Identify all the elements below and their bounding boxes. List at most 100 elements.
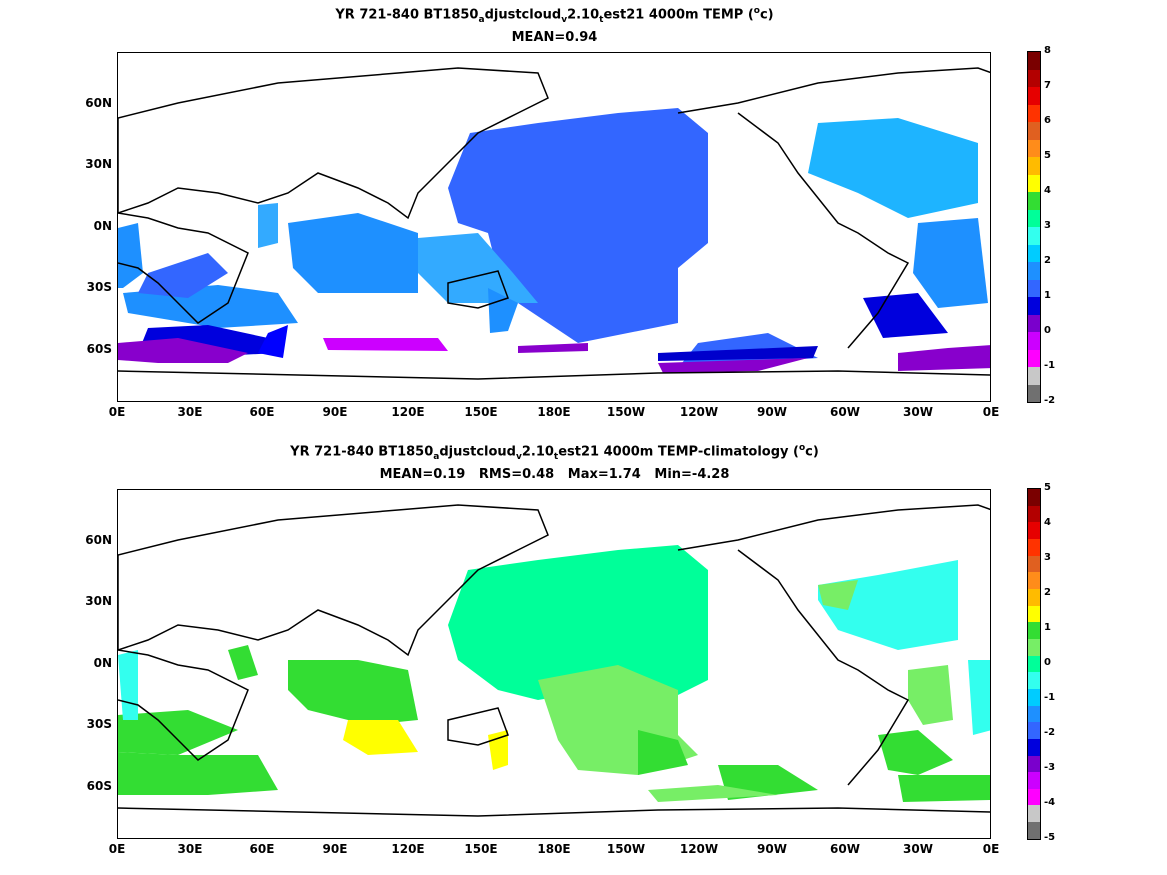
colorbar-swatch [1028,805,1040,823]
lon-label: 30E [177,405,203,419]
colorbar-label: 3 [1044,220,1051,231]
colorbar-swatch [1028,588,1040,606]
colorbar-swatch [1028,157,1040,175]
colorbar-swatch [1028,87,1040,105]
colorbar-swatch [1028,227,1040,245]
map-canvas [117,52,991,402]
colorbar-swatch [1028,505,1040,523]
colorbar-label: 6 [1044,115,1051,126]
colorbar-swatch [1028,52,1040,70]
lon-label: 0E [982,405,1000,419]
panel-stats: MEAN=0.19 RMS=0.48 Max=1.74 Min=-4.28 [379,467,730,482]
colorbar-swatch [1028,174,1040,192]
lon-label: 150W [606,405,646,419]
lat-label: 60N [85,533,112,547]
colorbar-swatch [1028,139,1040,157]
lon-label: 30W [903,842,933,856]
colorbar-label: 0 [1044,325,1051,336]
lon-label: 180E [537,405,571,419]
colorbar-swatch [1028,538,1040,556]
colorbar-swatch [1028,297,1040,315]
colorbar-swatch [1028,279,1040,297]
lon-label: 120E [391,842,425,856]
lat-label: 60S [86,342,112,356]
colorbar-swatch [1028,209,1040,227]
lat-label: 0N [93,656,112,670]
colorbar-swatch [1028,244,1040,262]
colorbar-swatch [1028,688,1040,706]
lon-label: 120E [391,405,425,419]
map-canvas [117,489,991,839]
colorbar-swatch [1028,788,1040,806]
colorbar-swatch [1028,522,1040,539]
colorbar-swatch [1028,122,1040,140]
colorbar-label: 2 [1044,587,1051,598]
colorbar-label: 1 [1044,290,1051,301]
colorbar-label: -2 [1044,727,1056,738]
lon-label: 30W [903,405,933,419]
colorbar-label: 3 [1044,552,1051,563]
lon-label: 60E [249,842,275,856]
colorbar-swatch [1028,722,1040,739]
colorbar-label: -1 [1044,692,1056,703]
colorbar-swatch [1028,822,1040,839]
colorbar-swatch [1028,655,1040,673]
colorbar-label: 2 [1044,255,1051,266]
panel-title: YR 721-840 BT1850adjustcloudv2.10test21 … [290,443,819,462]
colorbar-label: 4 [1044,185,1051,196]
lon-label: 90E [322,842,348,856]
colorbar-swatch [1028,69,1040,87]
colorbar-swatch [1028,605,1040,623]
lon-label: 0E [982,842,1000,856]
colorbar-label: -3 [1044,762,1056,773]
colorbar-swatch [1028,367,1040,385]
lat-label: 60N [85,96,112,110]
colorbar-swatch [1028,672,1040,689]
colorbar-label: 8 [1044,45,1051,56]
lon-label: 90E [322,405,348,419]
colorbar-label: -1 [1044,360,1056,371]
colorbar-label: 5 [1044,150,1051,161]
colorbar-swatch [1028,489,1040,506]
colorbar-swatch [1028,314,1040,332]
colorbar [1027,488,1041,840]
panel-title: YR 721-840 BT1850adjustcloudv2.10test21 … [335,6,774,25]
lon-label: 0E [108,842,126,856]
colorbar-label: 5 [1044,482,1051,493]
colorbar-swatch [1028,638,1040,656]
lon-label: 60E [249,405,275,419]
colorbar-label: -4 [1044,797,1056,808]
colorbar-swatch [1028,705,1040,723]
colorbar-swatch [1028,104,1040,122]
lon-label: 120W [679,405,719,419]
lon-label: 0E [108,405,126,419]
colorbar-label: -2 [1044,395,1056,406]
lon-label: 150W [606,842,646,856]
lat-label: 30S [86,280,112,294]
colorbar-swatch [1028,772,1040,789]
colorbar-label: 4 [1044,517,1051,528]
lat-label: 30N [85,594,112,608]
lon-label: 60W [830,405,860,419]
colorbar-swatch [1028,332,1040,350]
colorbar-swatch [1028,262,1040,280]
lon-label: 120W [679,842,719,856]
colorbar-swatch [1028,622,1040,639]
lon-label: 60W [830,842,860,856]
colorbar-swatch [1028,349,1040,367]
lon-label: 30E [177,842,203,856]
lat-label: 30S [86,717,112,731]
colorbar-swatch [1028,192,1040,210]
colorbar-swatch [1028,555,1040,573]
panel-stats: MEAN=0.94 [511,30,598,45]
lon-label: 90W [757,842,787,856]
lon-label: 180E [537,842,571,856]
colorbar-swatch [1028,755,1040,773]
colorbar-label: -5 [1044,832,1056,843]
lat-label: 30N [85,157,112,171]
lon-label: 150E [464,842,498,856]
colorbar-swatch [1028,572,1040,589]
lon-label: 150E [464,405,498,419]
colorbar-label: 0 [1044,657,1051,668]
colorbar [1027,51,1041,403]
